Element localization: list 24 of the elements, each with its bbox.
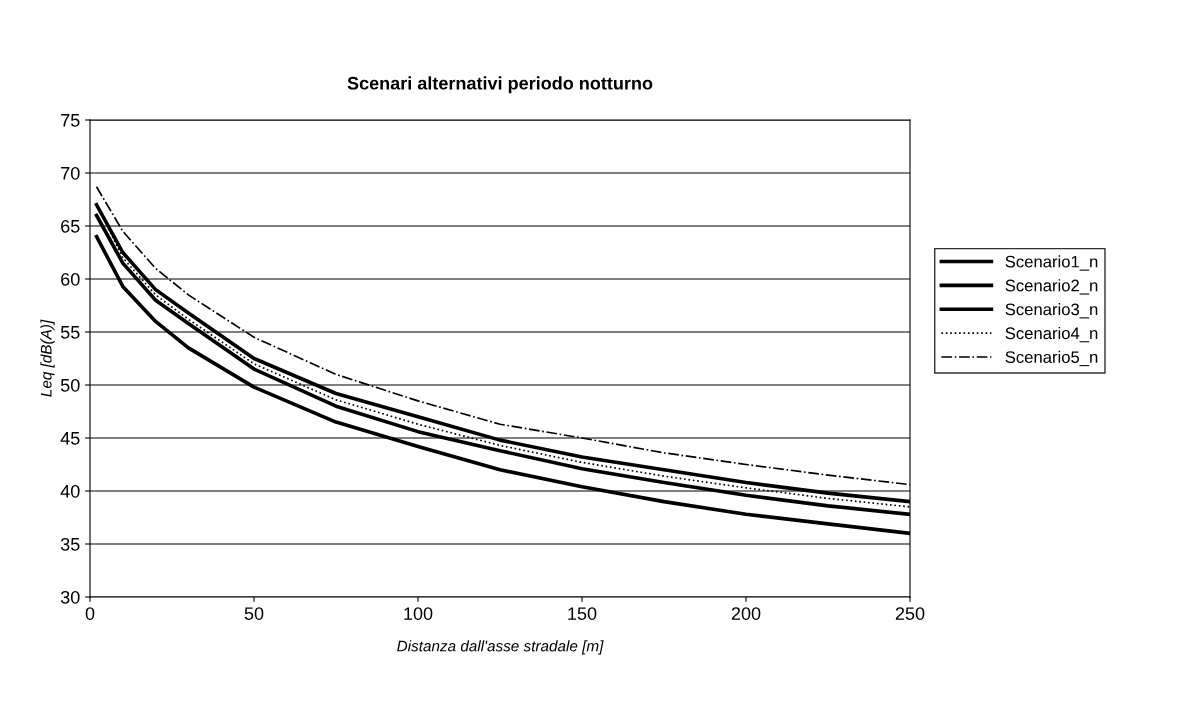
legend-label: Scenario4_n [1005,326,1098,343]
y-tick-label: 75 [61,114,80,127]
y-tick-label: 55 [60,326,80,339]
y-tick-label: 35 [60,537,80,551]
y-tick-label: 40 [60,484,80,498]
y-tick-label: 30 [60,590,80,604]
chart-title: Scenari alternativi periodo notturno [347,76,653,94]
x-tick-label: 0 [85,607,95,620]
y-tick-label: 65 [61,219,80,233]
x-tick-label: 50 [244,607,264,620]
y-tick-label: 45 [60,432,80,445]
legend-label: Scenario1_n [1005,255,1098,271]
legend-label: Scenario5_n [1005,350,1098,367]
x-tick-label: 100 [404,607,433,620]
x-tick-label: 200 [731,607,761,620]
y-axis-title: Leq [dB(A)] [40,319,55,397]
y-tick-label: 70 [61,166,80,180]
y-tick-label: 60 [61,272,80,286]
x-axis-title: Distanza dall'asse stradale [m] [397,640,604,655]
y-tick-label: 50 [60,378,80,392]
x-tick-label: 250 [895,607,925,620]
legend-label: Scenario3_n [1005,303,1098,319]
x-tick-label: 150 [568,607,597,620]
legend-label: Scenario2_n [1005,279,1098,295]
